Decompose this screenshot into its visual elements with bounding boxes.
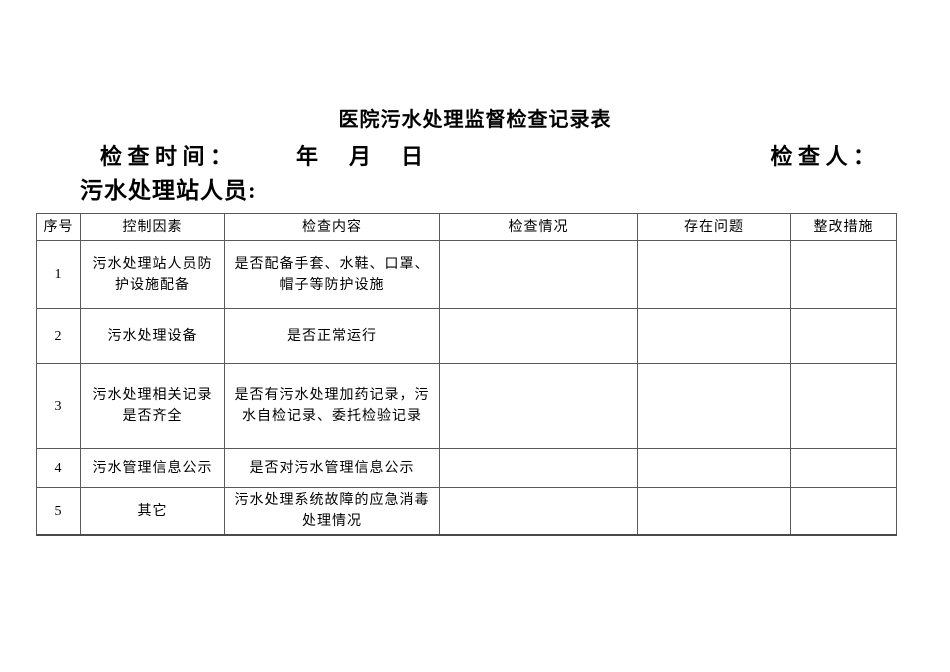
header-existing-problems: 存在问题 — [637, 213, 791, 241]
header-seq: 序号 — [36, 213, 81, 241]
header-corrective-measures: 整改措施 — [790, 213, 897, 241]
header-inspection-content: 检查内容 — [224, 213, 440, 241]
cell-existing-problems[interactable] — [637, 448, 791, 488]
cell-existing-problems[interactable] — [637, 487, 791, 536]
cell-control-factor: 其它 — [80, 487, 225, 536]
cell-inspection-content: 是否配备手套、水鞋、口罩、帽子等防护设施 — [224, 240, 440, 309]
cell-inspection-content: 是否正常运行 — [224, 308, 440, 364]
cell-seq: 4 — [36, 448, 81, 488]
cell-corrective-measures[interactable] — [790, 363, 897, 449]
cell-inspection-status[interactable] — [439, 448, 638, 488]
cell-existing-problems[interactable] — [637, 363, 791, 449]
cell-seq: 2 — [36, 308, 81, 364]
table-row: 5 其它 污水处理系统故障的应急消毒处理情况 — [36, 487, 897, 536]
cell-control-factor: 污水处理设备 — [80, 308, 225, 364]
inspector-label[interactable]: 检 查 人 ： — [770, 144, 875, 169]
cell-corrective-measures[interactable] — [790, 240, 897, 309]
document-title: 医院污水处理监督检查记录表 — [338, 109, 612, 131]
check-time-group: 检 查 时 间 ： 年 月 日 — [100, 142, 423, 172]
day-label[interactable]: 日 — [401, 144, 424, 169]
header-inspection-status: 检查情况 — [439, 213, 638, 241]
meta-line: 检 查 时 间 ： 年 月 日 检 查 人 ： — [100, 142, 875, 172]
inspection-record-table: 序号 控制因素 检查内容 检查情况 存在问题 整改措施 1 污水处理站人员防护设… — [36, 213, 897, 536]
cell-corrective-measures[interactable] — [790, 308, 897, 364]
cell-control-factor: 污水处理相关记录是否齐全 — [80, 363, 225, 449]
cell-inspection-status[interactable] — [439, 487, 638, 536]
cell-seq: 1 — [36, 240, 81, 309]
cell-inspection-status[interactable] — [439, 308, 638, 364]
cell-inspection-content: 是否有污水处理加药记录，污水自检记录、委托检验记录 — [224, 363, 440, 449]
month-label[interactable]: 月 — [349, 144, 372, 169]
year-label[interactable]: 年 — [296, 144, 319, 169]
table-row: 1 污水处理站人员防护设施配备 是否配备手套、水鞋、口罩、帽子等防护设施 — [36, 240, 897, 309]
cell-inspection-status[interactable] — [439, 363, 638, 449]
table-row: 2 污水处理设备 是否正常运行 — [36, 308, 897, 364]
table-row: 3 污水处理相关记录是否齐全 是否有污水处理加药记录，污水自检记录、委托检验记录 — [36, 363, 897, 449]
cell-existing-problems[interactable] — [637, 308, 791, 364]
cell-inspection-status[interactable] — [439, 240, 638, 309]
header-control-factor: 控制因素 — [80, 213, 225, 241]
cell-corrective-measures[interactable] — [790, 487, 897, 536]
cell-inspection-content: 污水处理系统故障的应急消毒处理情况 — [224, 487, 440, 536]
cell-inspection-content: 是否对污水管理信息公示 — [224, 448, 440, 488]
table-header-row: 序号 控制因素 检查内容 检查情况 存在问题 整改措施 — [36, 213, 897, 241]
cell-control-factor: 污水管理信息公示 — [80, 448, 225, 488]
table-row: 4 污水管理信息公示 是否对污水管理信息公示 — [36, 448, 897, 488]
cell-control-factor: 污水处理站人员防护设施配备 — [80, 240, 225, 309]
cell-seq: 3 — [36, 363, 81, 449]
cell-existing-problems[interactable] — [637, 240, 791, 309]
cell-corrective-measures[interactable] — [790, 448, 897, 488]
station-staff-label[interactable]: 污水处理站人员: — [80, 178, 257, 203]
cell-seq: 5 — [36, 487, 81, 536]
check-time-label: 检 查 时 间 ： — [100, 144, 233, 169]
